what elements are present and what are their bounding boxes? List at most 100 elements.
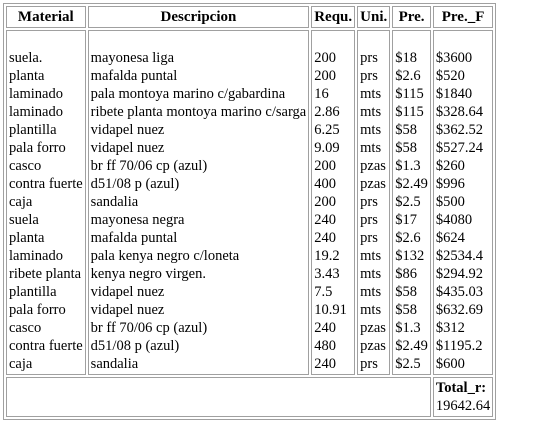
table-cell: 2.86 — [314, 104, 340, 120]
table-cell: $2.49 — [395, 338, 428, 354]
table-cell: laminado — [9, 104, 63, 120]
table-cell: mayonesa liga — [90, 50, 175, 66]
table-cell: $500 — [435, 194, 465, 210]
table-cell: mts — [360, 248, 382, 264]
table-cell: $632.69 — [435, 302, 483, 318]
table-cell: caja — [9, 356, 33, 372]
table-cell: 240 — [314, 320, 336, 336]
table-cell: mts — [360, 140, 382, 156]
table-cell: pzas — [360, 158, 386, 174]
table-cell: mts — [360, 302, 382, 318]
table-cell: planta — [9, 68, 45, 84]
table-cell: $115 — [395, 86, 424, 102]
header-uni: Uni. — [357, 6, 391, 28]
table-cell: 7.5 — [314, 284, 333, 300]
table-cell: 240 — [314, 212, 336, 228]
table-cell: $1840 — [435, 86, 473, 102]
table-cell: br ff 70/06 cp (azul) — [90, 158, 208, 174]
table-cell: vidapel nuez — [90, 140, 165, 156]
total-value: 19642.64 — [435, 398, 491, 414]
table-cell: $1.3 — [395, 158, 421, 174]
table-cell: prs — [360, 230, 378, 246]
table-cell: 480 — [314, 338, 336, 354]
table-cell: prs — [360, 50, 378, 66]
table-cell: mts — [360, 266, 382, 282]
table-cell: $527.24 — [435, 140, 483, 156]
table-cell: $58 — [395, 284, 417, 300]
total-cell: Total_r: 19642.64 — [432, 377, 494, 417]
header-material: Material — [6, 6, 86, 28]
table-cell: sandalia — [90, 356, 139, 372]
table-cell: caja — [9, 194, 33, 210]
table-cell: sandalia — [90, 194, 139, 210]
table-cell: $624 — [435, 230, 465, 246]
table-cell: $1.3 — [395, 320, 421, 336]
pre-column: $18 $2.6 $115 $115 $58 $58 $1.3 $2.49 $2.5 $17 $2.… — [392, 30, 431, 375]
table-cell: $2.5 — [395, 356, 421, 372]
table-cell: 200 — [314, 68, 336, 84]
table-cell: br ff 70/06 cp (azul) — [90, 320, 208, 336]
table-cell: ribete planta — [9, 266, 82, 282]
table-cell: pala kenya negro c/loneta — [90, 248, 240, 264]
requ-column: 200 200 16 2.86 6.25 9.09 200 400 200 240 240 19.2 3… — [311, 30, 356, 375]
table-cell: mafalda puntal — [90, 230, 178, 246]
table-cell: suela — [9, 212, 39, 228]
table-cell: contra fuerte — [9, 176, 83, 192]
table-cell: $58 — [395, 122, 417, 138]
table-cell: $520 — [435, 68, 465, 84]
table-cell: pala forro — [9, 140, 66, 156]
table-cell: $132 — [395, 248, 425, 264]
table-cell: 200 — [314, 194, 336, 210]
table-cell: pzas — [360, 320, 386, 336]
table-cell: $17 — [395, 212, 417, 228]
table-cell: $2.6 — [395, 68, 421, 84]
table-cell: casco — [9, 158, 42, 174]
materials-table: Material Descripcion Requ. Uni. Pre. Pre… — [3, 3, 497, 420]
header-pre-f: Pre._F — [432, 6, 494, 28]
table-cell: $2.49 — [395, 176, 428, 192]
table-cell: $2534.4 — [435, 248, 483, 264]
table-cell: vidapel nuez — [90, 122, 165, 138]
table-cell: laminado — [9, 248, 63, 264]
total-spacer — [6, 377, 431, 417]
table-cell: $115 — [395, 104, 424, 120]
table-cell: $294.92 — [435, 266, 483, 282]
table-cell: $312 — [435, 320, 465, 336]
material-column: suela. planta laminado laminado plantilla pal… — [6, 30, 86, 375]
table-cell: $58 — [395, 140, 417, 156]
descripcion-column: mayonesa liga mafalda puntal pala montoya … — [87, 30, 310, 375]
pre-f-column: $3600 $520 $1840 $328.64 $362.52 $527.24 $260 $… — [432, 30, 494, 375]
table-cell: 9.09 — [314, 140, 340, 156]
header-descripcion: Descripcion — [87, 6, 310, 28]
table-cell: 19.2 — [314, 248, 340, 264]
uni-column: prs prs mts mts mts mts pzas pzas prs prs prs mts mt… — [357, 30, 391, 375]
table-cell: mts — [360, 122, 382, 138]
total-row: Total_r: 19642.64 — [6, 377, 494, 417]
table-cell: $2.6 — [395, 230, 421, 246]
table-cell: kenya negro virgen. — [90, 266, 206, 282]
header-pre: Pre. — [392, 6, 431, 28]
table-cell: planta — [9, 230, 45, 246]
table-cell: prs — [360, 194, 378, 210]
table-cell: $18 — [395, 50, 417, 66]
table-cell: casco — [9, 320, 42, 336]
table-cell: $435.03 — [435, 284, 483, 300]
table-cell: laminado — [9, 86, 63, 102]
table-cell: $58 — [395, 302, 417, 318]
table-cell: pala forro — [9, 302, 66, 318]
table-cell: $4080 — [435, 212, 473, 228]
table-cell: mts — [360, 104, 382, 120]
table-cell: 400 — [314, 176, 336, 192]
table-cell: $328.64 — [435, 104, 483, 120]
table-cell: 10.91 — [314, 302, 347, 318]
table-cell: mayonesa negra — [90, 212, 185, 228]
table-cell: mts — [360, 284, 382, 300]
table-cell: prs — [360, 212, 378, 228]
table-cell: 6.25 — [314, 122, 340, 138]
table-cell: $86 — [395, 266, 417, 282]
table-cell: 200 — [314, 158, 336, 174]
table-cell: pala montoya marino c/gabardina — [90, 86, 286, 102]
table-cell: vidapel nuez — [90, 302, 165, 318]
total-label: Total_r: — [435, 380, 487, 396]
table-cell: d51/08 p (azul) — [90, 176, 180, 192]
